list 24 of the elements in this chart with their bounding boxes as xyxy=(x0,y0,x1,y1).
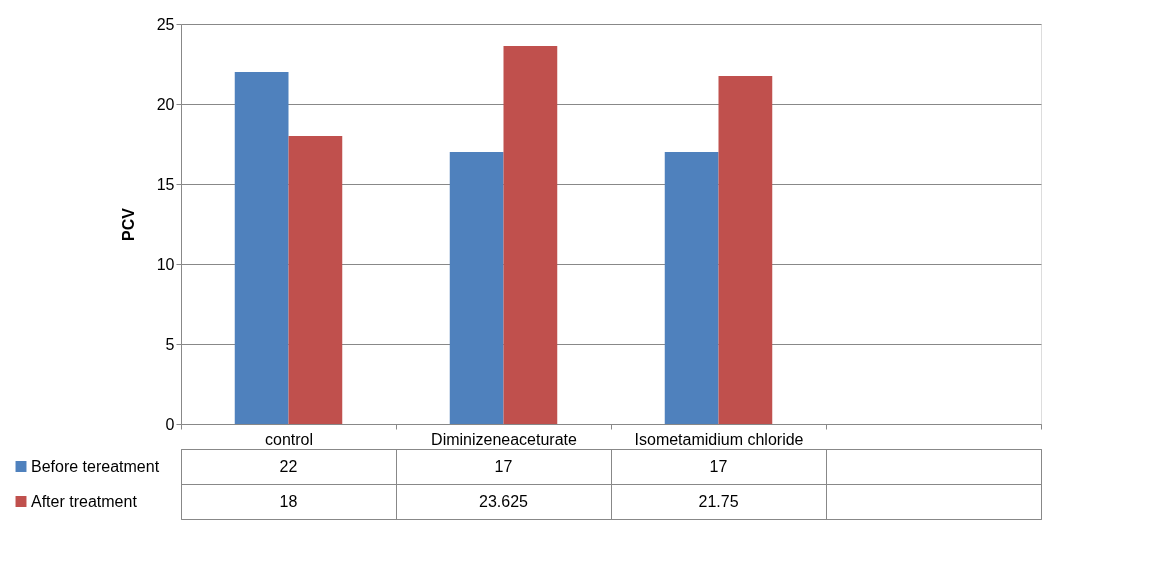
x-tick-label: Diminizeneaceturate xyxy=(431,430,578,448)
legend-label: After treatment xyxy=(31,492,138,510)
y-tick-label: 25 xyxy=(156,15,175,33)
y-tick-label: 20 xyxy=(156,95,175,113)
legend-label: Before tereatment xyxy=(31,457,160,475)
data-label: 18 xyxy=(279,492,298,510)
y-axis-title: PCV xyxy=(119,207,137,241)
y-tick-label: 10 xyxy=(156,255,175,273)
data-label: 21.75 xyxy=(698,492,739,510)
y-tick-label: 15 xyxy=(156,175,175,193)
bar xyxy=(718,76,773,424)
bar xyxy=(449,152,504,424)
bar xyxy=(288,136,343,424)
data-label: 23.625 xyxy=(479,492,529,510)
data-label: 17 xyxy=(494,457,513,475)
bar xyxy=(234,72,289,424)
x-tick-label: control xyxy=(264,430,314,448)
y-tick-label: 5 xyxy=(165,335,175,353)
x-tick-label: Isometamidium chloride xyxy=(634,430,804,448)
data-label: 17 xyxy=(709,457,728,475)
y-tick-label: 0 xyxy=(165,415,175,433)
bar xyxy=(503,46,558,424)
bar xyxy=(664,152,719,424)
data-label: 22 xyxy=(279,457,298,475)
